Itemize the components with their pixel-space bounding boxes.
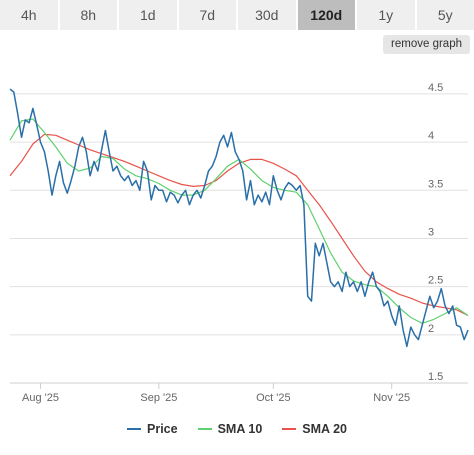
tab-120d[interactable]: 120d: [297, 0, 357, 30]
tab-4h[interactable]: 4h: [0, 0, 60, 30]
legend-label-sma20: SMA 20: [302, 422, 347, 436]
tab-30d[interactable]: 30d: [238, 0, 298, 30]
y-tick-label: 2: [428, 323, 434, 335]
x-tick-label: Nov '25: [373, 392, 410, 404]
y-tick-label: 3.5: [428, 178, 443, 190]
legend-item-sma10[interactable]: SMA 10: [197, 418, 263, 440]
legend-label-sma10: SMA 10: [217, 422, 263, 436]
x-tick-label: Sep '25: [140, 392, 177, 404]
tab-7d[interactable]: 7d: [178, 0, 238, 30]
legend-swatch-price: [127, 428, 141, 430]
legend-item-sma20[interactable]: SMA 20: [282, 418, 347, 440]
legend-label-price: Price: [147, 422, 178, 436]
y-tick-label: 4.5: [428, 82, 443, 94]
y-tick-label: 2.5: [428, 275, 443, 287]
remove-graph-button[interactable]: remove graph: [383, 35, 470, 54]
legend-swatch-sma20: [282, 428, 297, 430]
x-tick-label: Aug '25: [22, 392, 59, 404]
y-tick-label: 4: [428, 130, 434, 142]
price-line: [9, 88, 469, 348]
tab-1y[interactable]: 1y: [357, 0, 417, 30]
tab-8h[interactable]: 8h: [59, 0, 119, 30]
tab-1d[interactable]: 1d: [119, 0, 179, 30]
sma20-line: [9, 133, 469, 317]
legend-item-price[interactable]: Price: [127, 418, 178, 440]
x-tick-label: Oct '25: [256, 392, 291, 404]
y-tick-label: 3: [428, 226, 434, 238]
timeframe-tabs: 4h 8h 1d 7d 30d 120d 1y 5y: [0, 0, 474, 30]
tab-5y[interactable]: 5y: [416, 0, 474, 30]
legend-swatch-sma10: [197, 428, 212, 430]
price-chart: 1.5 2 2.5 3 3.5 4 4.5 Aug '25 Sep '25 Oct '25 Nov …: [9, 82, 469, 404]
y-tick-label: 1.5: [428, 371, 443, 383]
chart-legend: Price SMA 10 SMA 20: [0, 418, 474, 440]
